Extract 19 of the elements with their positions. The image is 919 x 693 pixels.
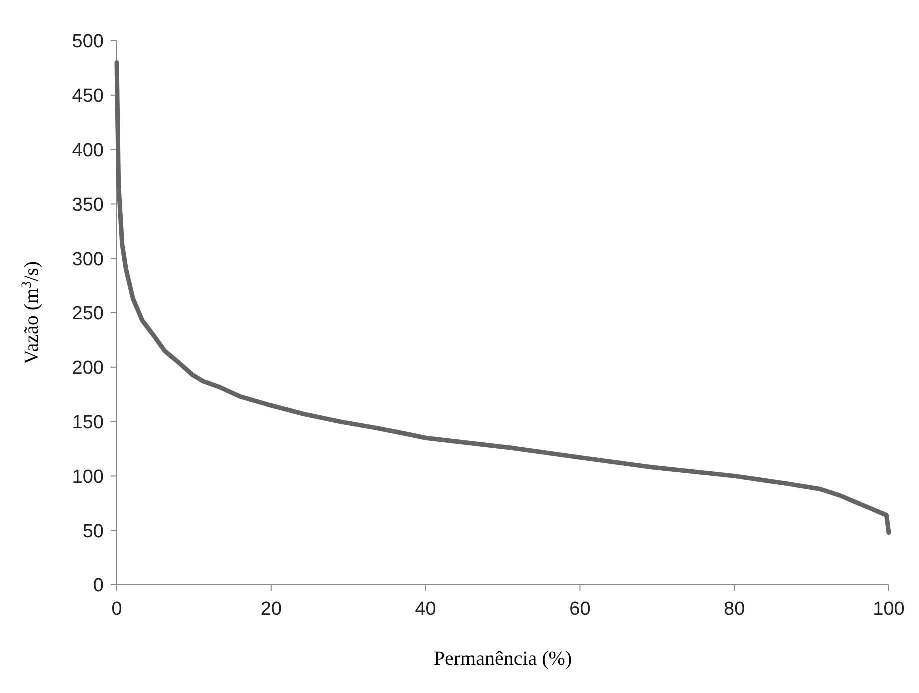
y-tick-label: 250 [72, 304, 104, 325]
y-tick-label: 200 [72, 358, 104, 380]
y-tick-label: 300 [72, 249, 104, 270]
x-axis-title: Permanência (%) [434, 648, 572, 670]
line-series [114, 60, 892, 536]
x-tick-label: 80 [724, 599, 746, 620]
y-tick-label: 100 [72, 466, 104, 488]
y-tick-label: 400 [72, 140, 104, 162]
y-tick-label: 500 [72, 32, 104, 53]
x-tick-label: 20 [260, 599, 282, 620]
y-tick-label: 450 [72, 86, 104, 108]
y-tick-label: 150 [72, 412, 104, 434]
y-tick-label: 50 [82, 521, 104, 542]
y-tick-label: 0 [93, 576, 104, 597]
x-tick-label: 0 [112, 599, 122, 620]
x-tick-label: 60 [570, 599, 591, 620]
y-tick-label: 350 [72, 194, 104, 216]
x-tick-label: 40 [415, 599, 436, 620]
x-tick-label: 100 [873, 599, 905, 620]
